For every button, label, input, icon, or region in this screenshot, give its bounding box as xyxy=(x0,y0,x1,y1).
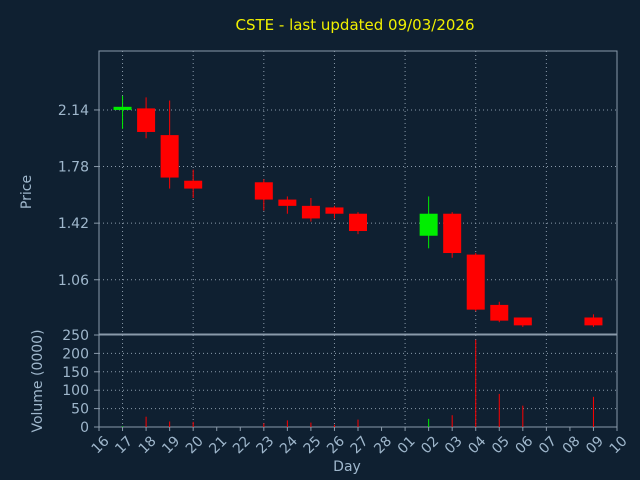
candle-body xyxy=(113,106,132,110)
volume-axis-label: Volume (0000) xyxy=(30,329,46,432)
candle-body xyxy=(513,317,532,326)
price-tick-label: 1.06 xyxy=(58,273,89,289)
candle-body xyxy=(160,135,179,178)
candle-body xyxy=(137,108,156,132)
chart-title: CSTE - last updated 09/03/2026 xyxy=(235,16,474,34)
candle-body xyxy=(584,317,603,326)
candle-body xyxy=(301,205,320,219)
volume-tick-label: 100 xyxy=(62,383,89,399)
volume-tick-label: 0 xyxy=(80,420,89,436)
price-axis-label: Price xyxy=(19,175,35,209)
candle-body xyxy=(254,182,273,200)
candle-body xyxy=(184,180,203,189)
price-tick-label: 1.42 xyxy=(58,216,89,232)
price-tick-label: 1.78 xyxy=(58,160,89,176)
price-panel: 2.14 1.78 1.42 1.06 xyxy=(58,50,618,335)
candle-body xyxy=(278,199,297,206)
candle-body xyxy=(349,213,367,232)
price-tick-label: 2.14 xyxy=(58,103,89,119)
candle-body xyxy=(419,213,438,236)
candle-body xyxy=(490,304,509,321)
price-panel-frame xyxy=(98,50,618,335)
candle-body xyxy=(325,207,344,214)
volume-tick-label: 250 xyxy=(62,328,89,344)
candle-body xyxy=(466,254,485,310)
day-axis-label: Day xyxy=(333,459,361,475)
volume-tick-label: 200 xyxy=(62,346,89,362)
volume-tick-label: 50 xyxy=(71,402,89,418)
volume-tick-label: 150 xyxy=(62,365,89,381)
candle-body xyxy=(443,213,462,254)
